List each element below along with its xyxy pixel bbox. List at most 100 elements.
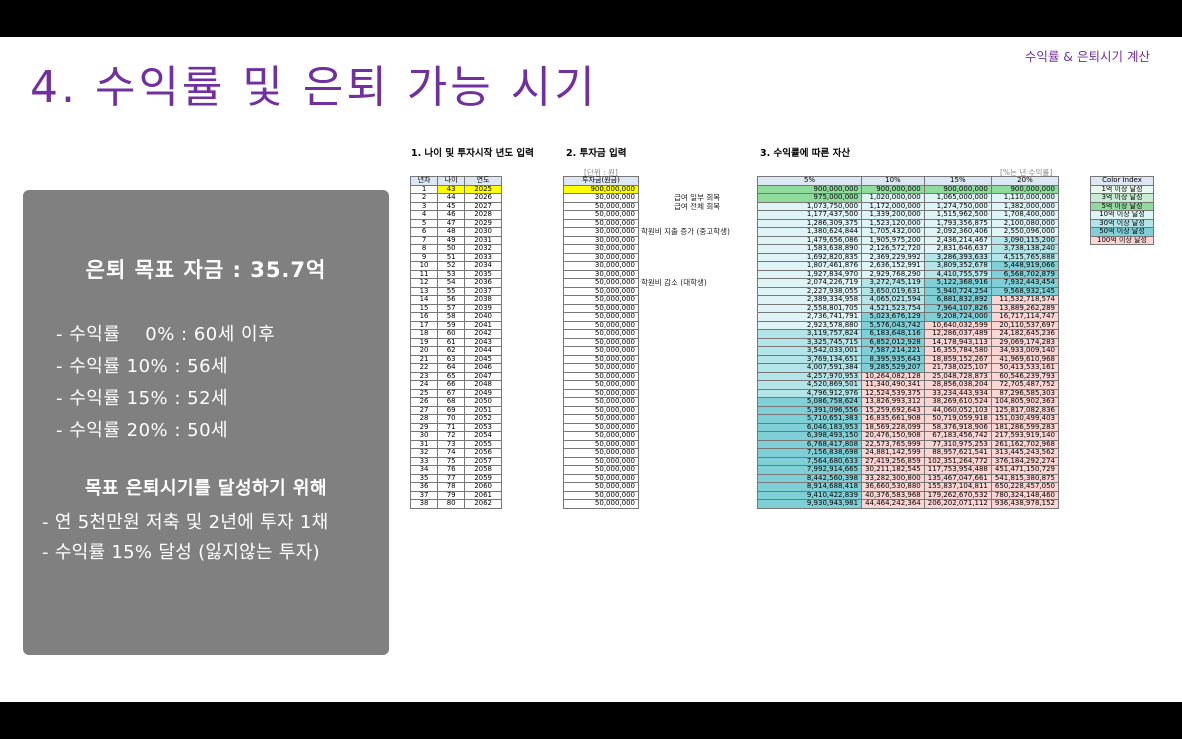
table-row: 30,000,000	[563, 235, 639, 245]
age-year-table: 년차 나이 연도 1 43 2025 2 44 2026 3 45 2027 4 46 2028 5 47…	[409, 176, 502, 509]
investment-cell[interactable]: 50,000,000	[563, 312, 639, 322]
investment-cell[interactable]: 50,000,000	[563, 482, 639, 492]
investment-cell[interactable]: 50,000,000	[563, 448, 639, 458]
year-index-cell: 9	[409, 252, 439, 262]
col-header: 10%	[861, 176, 925, 186]
investment-cell[interactable]: 50,000,000	[563, 499, 639, 509]
investment-cell[interactable]: 50,000,000	[563, 337, 639, 347]
investment-cell[interactable]: 50,000,000	[563, 456, 639, 466]
investment-cell[interactable]: 30,000,000	[563, 227, 639, 237]
year-cell: 2034	[464, 261, 502, 271]
asset-5-cell: 1,927,834,970	[756, 269, 863, 279]
age-cell[interactable]: 43	[437, 184, 466, 194]
asset-10-cell: 24,881,142,599	[861, 448, 925, 458]
investment-cell[interactable]: 50,000,000	[563, 414, 639, 424]
table-row: 50,000,000	[563, 448, 639, 458]
year-index-cell: 22	[409, 363, 439, 373]
asset-10-cell: 6,852,012,928	[861, 337, 925, 347]
investment-cell[interactable]: 50,000,000	[563, 363, 639, 373]
asset-5-cell: 5,391,096,556	[756, 405, 863, 415]
investment-cell[interactable]: 50,000,000	[563, 490, 639, 500]
year-cell: 2044	[464, 346, 502, 356]
investment-cell[interactable]: 50,000,000	[563, 320, 639, 330]
investment-cell[interactable]: 50,000,000	[563, 218, 639, 228]
investment-cell[interactable]: 30,000,000	[563, 244, 639, 254]
investment-cell[interactable]: 50,000,000	[563, 473, 639, 483]
table-row: 10 52 2034	[409, 261, 502, 271]
table-row: 2,558,801,705 4,521,523,754 7,964,107,826 1…	[756, 303, 1060, 313]
table-row: 3,119,757,824 6,183,648,116 12,286,037,489…	[756, 329, 1060, 339]
investment-cell[interactable]: 50,000,000	[563, 422, 639, 432]
investment-cell[interactable]: 30,000,000	[563, 252, 639, 262]
table-row: 2,227,938,055 3,650,019,631 5,940,724,254 9…	[756, 286, 1060, 296]
asset-5-cell: 8,442,560,398	[756, 473, 863, 483]
investment-cell[interactable]: 50,000,000	[563, 278, 639, 288]
table-row: 22 64 2046	[409, 363, 502, 373]
investment-cell[interactable]: 50,000,000	[563, 286, 639, 296]
age-cell: 46	[437, 210, 466, 220]
asset-15-cell: 25,048,728,873	[923, 371, 992, 381]
investment-cell[interactable]: 30,000,000	[563, 261, 639, 271]
asset-15-cell: 58,376,918,906	[923, 422, 992, 432]
investment-cell[interactable]: 50,000,000	[563, 346, 639, 356]
investment-cell[interactable]: 30,000,000	[563, 235, 639, 245]
investment-cell[interactable]: 50,000,000	[563, 201, 639, 211]
table-row: 50,000,000	[563, 320, 639, 330]
investment-cell[interactable]: 50,000,000	[563, 295, 639, 305]
table-row: 16 58 2040	[409, 312, 502, 322]
table-row: 35 77 2059	[409, 473, 502, 483]
year-cell: 2052	[464, 414, 502, 424]
slide: 수익률 & 은퇴시기 계산 4. 수익률 및 은퇴 가능 시기 은퇴 목표 자금…	[0, 37, 1182, 702]
year-index-cell: 11	[409, 269, 439, 279]
age-cell: 54	[437, 278, 466, 288]
investment-cell[interactable]: 50,000,000	[563, 465, 639, 475]
asset-20-cell: 125,817,082,836	[990, 405, 1060, 415]
asset-20-cell: 41,969,610,968	[990, 354, 1060, 364]
investment-cell[interactable]: 30,000,000	[563, 269, 639, 279]
asset-20-cell: 313,445,243,562	[990, 448, 1060, 458]
table-row: 50,000,000	[563, 329, 639, 339]
investment-cell[interactable]: 50,000,000	[563, 371, 639, 381]
asset-5-cell: 975,000,000	[756, 193, 863, 203]
table-row: 5,391,096,556 15,259,692,643 44,060,052,10…	[756, 405, 1060, 415]
year-index-cell: 26	[409, 397, 439, 407]
investment-cell[interactable]: 50,000,000	[563, 354, 639, 364]
asset-15-cell: 2,436,214,467	[923, 235, 992, 245]
investment-cell[interactable]: 50,000,000	[563, 210, 639, 220]
investment-cell[interactable]: 50,000,000	[563, 303, 639, 313]
investment-cell[interactable]: 50,000,000	[563, 380, 639, 390]
asset-20-cell: 900,000,000	[990, 184, 1060, 194]
table-row: 18 60 2042	[409, 329, 502, 339]
investment-cell[interactable]: 50,000,000	[563, 405, 639, 415]
investment-cell[interactable]: 50,000,000	[563, 431, 639, 441]
table-row: 1,927,834,970 2,929,768,290 4,410,755,579 6…	[756, 269, 1060, 279]
table-row: 5,710,651,383 16,835,661,908 50,719,059,91…	[756, 414, 1060, 424]
investment-table: 투자금(원금) 900,000,000 30,000,000 50,000,000 5…	[563, 176, 639, 509]
asset-15-cell: 900,000,000	[923, 184, 992, 194]
table-row: 33 75 2057	[409, 456, 502, 466]
asset-15-cell: 117,753,954,488	[923, 465, 992, 475]
age-cell: 71	[437, 422, 466, 432]
table-row: 8,442,560,398 33,282,300,800 135,467,047,6…	[756, 473, 1060, 483]
year-cell[interactable]: 2025	[464, 184, 502, 194]
asset-5-cell: 900,000,000	[756, 184, 863, 194]
unit-label: [단위 : 원]	[584, 168, 618, 177]
year-cell: 2037	[464, 286, 502, 296]
asset-15-cell: 10,640,032,599	[923, 320, 992, 330]
asset-10-cell: 2,126,572,720	[861, 244, 925, 254]
age-cell: 75	[437, 456, 466, 466]
table-row: 50,000,000	[563, 371, 639, 381]
table-row: 50,000,000	[563, 218, 639, 228]
investment-cell[interactable]: 50,000,000	[563, 439, 639, 449]
investment-cell[interactable]: 50,000,000	[563, 329, 639, 339]
year-index-cell: 19	[409, 337, 439, 347]
investment-cell[interactable]: 50,000,000	[563, 388, 639, 398]
asset-15-cell: 3,809,352,678	[923, 261, 992, 271]
asset-20-cell: 16,717,114,747	[990, 312, 1060, 322]
asset-5-cell: 8,914,688,418	[756, 482, 863, 492]
investment-cell[interactable]: 900,000,000	[563, 184, 639, 194]
investment-cell[interactable]: 30,000,000	[563, 193, 639, 203]
asset-15-cell: 77,310,975,253	[923, 439, 992, 449]
asset-15-cell: 155,837,104,811	[923, 482, 992, 492]
investment-cell[interactable]: 50,000,000	[563, 397, 639, 407]
